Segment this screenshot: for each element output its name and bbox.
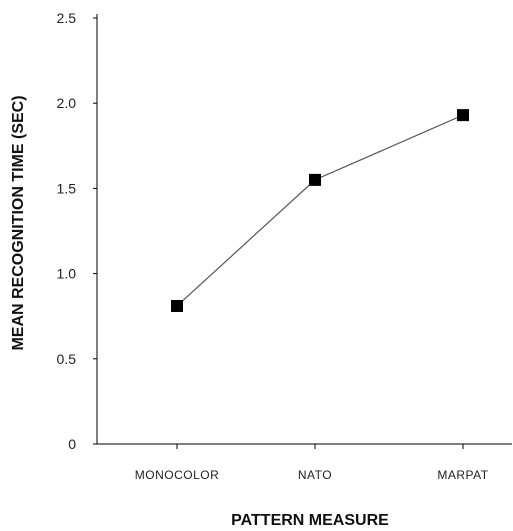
x-category-label: NATO [298, 468, 332, 482]
x-category-label: MARPAT [437, 468, 488, 482]
y-tick-label: 1.5 [57, 180, 77, 196]
x-tick-group: MONOCOLOR NATO MARPAT [135, 444, 488, 482]
x-axis-title: PATTERN MEASURE [231, 512, 389, 529]
data-point-marker-marpat [457, 109, 469, 122]
y-tick-label: 0 [68, 436, 76, 452]
marker-group [171, 109, 469, 312]
data-point-marker-nato [309, 173, 321, 186]
y-tick-label: 2.0 [57, 95, 77, 111]
y-axis-title: MEAN RECOGNITION TIME (SEC) [10, 95, 27, 350]
y-tick-label: 0.5 [57, 351, 77, 367]
series-line [176, 114, 464, 307]
x-category-label: MONOCOLOR [135, 468, 220, 482]
data-point-marker-monocolor [171, 299, 183, 312]
y-tick-label: 2.5 [57, 10, 77, 26]
y-tick-group: 0 0.5 1.0 1.5 2.0 2.5 [57, 10, 97, 452]
y-tick-label: 1.0 [57, 266, 77, 282]
